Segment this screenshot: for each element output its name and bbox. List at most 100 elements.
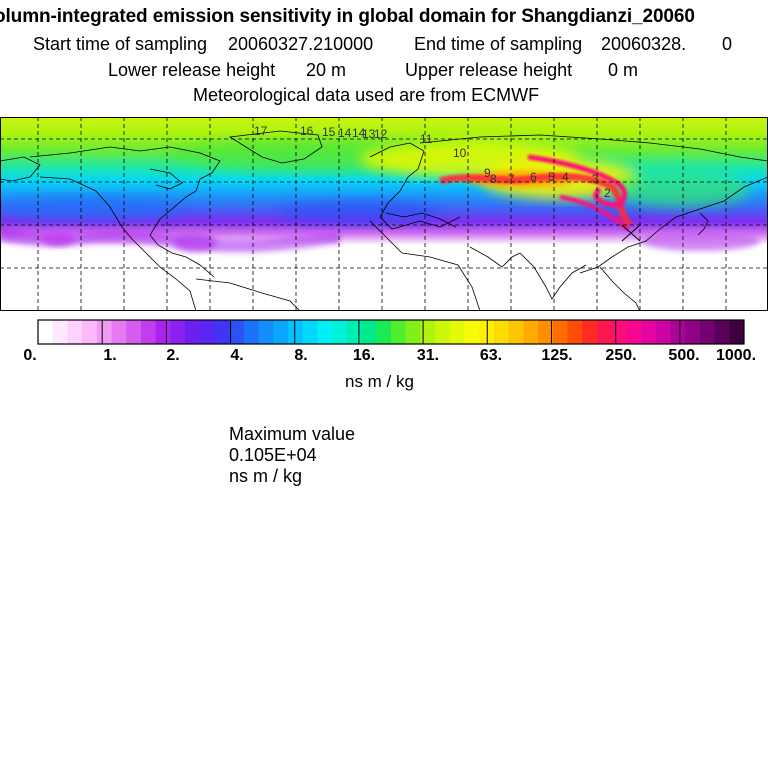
colorbar-cell	[567, 320, 583, 344]
receptor-marker	[621, 224, 641, 242]
colorbar-ticks: 0. 1. 2. 4. 8. 16. 31. 63. 125. 250. 500…	[23, 347, 756, 364]
vortex-atlantic	[173, 234, 217, 252]
max-value-unit: ns m / kg	[229, 466, 303, 486]
colorbar-tick: 125.	[541, 347, 572, 364]
colorbar-cell	[67, 320, 83, 344]
colorbar-cell	[126, 320, 142, 344]
colorbar-cell	[229, 320, 245, 344]
coast-america-west	[39, 176, 197, 311]
colorbar-tick: 500.	[668, 347, 699, 364]
contour-label: 9	[484, 166, 491, 180]
colorbar-cell	[464, 320, 480, 344]
colorbar-tick: 8.	[294, 347, 307, 364]
lower-height-label: Lower release height	[108, 60, 276, 80]
coast-indochina	[599, 266, 641, 311]
colorbar-tick: 4.	[230, 347, 243, 364]
upper-height-label: Upper release height	[405, 60, 573, 80]
upper-height-value: 0 m	[608, 60, 639, 80]
start-time-label: Start time of sampling	[33, 34, 208, 54]
colorbar-cell	[699, 320, 715, 344]
colorbar-cell	[258, 320, 274, 344]
colorbar-tick: 63.	[480, 347, 502, 364]
trajectory-labels: 17 16 15 14 14 13 12 11 10 9 8 7 6 5 4 3…	[254, 124, 641, 242]
contour-label: 10	[453, 146, 467, 160]
colorbar-cell	[82, 320, 98, 344]
contour-label: 6	[530, 170, 537, 184]
colorbar-cell	[273, 320, 289, 344]
coast-europe	[369, 142, 461, 230]
colorbar-cell	[346, 320, 362, 344]
coastlines	[0, 130, 768, 311]
sensitivity-field	[0, 139, 760, 253]
contour-label: 5	[548, 170, 555, 184]
colorbar-cell	[714, 320, 730, 344]
colorbar-cell	[626, 320, 642, 344]
colorbar-cell	[302, 320, 318, 344]
colorbar-cell	[655, 320, 671, 344]
purple-tail-asia	[640, 231, 760, 251]
contour-label: 7	[508, 172, 515, 186]
colorbar-cell	[729, 320, 745, 344]
colorbar-cell	[317, 320, 333, 344]
colorbar-cell	[96, 320, 112, 344]
colorbar-cell	[685, 320, 701, 344]
coast-alaska	[0, 156, 41, 182]
colorbar-tick: 1.	[103, 347, 116, 364]
max-value-label: Maximum value	[229, 424, 356, 444]
colorbar-cells	[38, 320, 745, 344]
colorbar-cell	[38, 320, 54, 344]
colorbar-cell	[170, 320, 186, 344]
colorbar-cell	[611, 320, 627, 344]
coast-asia-east	[579, 176, 768, 274]
colorbar-cell	[523, 320, 539, 344]
coast-asia-north	[419, 134, 768, 162]
colorbar-cell	[552, 320, 568, 344]
contour-label: 17	[254, 124, 268, 138]
colorbar-cell	[288, 320, 304, 344]
colorbar-tick: 1000.	[716, 347, 756, 364]
colorbar-cell	[596, 320, 613, 344]
coast-japan	[697, 212, 709, 236]
max-value-number: 0.105E+04	[229, 445, 317, 465]
coast-north-america	[29, 146, 221, 278]
colorbar-cell	[52, 320, 68, 344]
colorbar-unit: ns m / kg	[345, 372, 414, 391]
plume-magenta-core	[559, 195, 630, 231]
colorbar-cell	[140, 320, 157, 344]
colorbar-tick: 16.	[353, 347, 375, 364]
colorbar-tick: 31.	[417, 347, 439, 364]
maximum-value-line: Maximum value 0.105E+04 ns m / kg	[219, 403, 355, 487]
colorbar-cell	[214, 320, 230, 344]
colorbar-cell	[405, 320, 421, 344]
colorbar-cell	[435, 320, 451, 344]
contour-label: 2	[604, 186, 611, 200]
colorbar-cell	[391, 320, 407, 344]
colorbar-cell	[199, 320, 215, 344]
coast-south-america	[195, 278, 301, 311]
colorbar-cell	[420, 320, 436, 344]
colorbar-cell	[449, 320, 465, 344]
colorbar-tick: 250.	[605, 347, 636, 364]
colorbar-cell	[582, 320, 598, 344]
contour-label: 4	[562, 170, 569, 184]
colorbar-cell	[538, 320, 554, 344]
met-data-line: Meteorological data used are from ECMWF	[0, 85, 768, 127]
colorbar-cell	[376, 320, 392, 344]
contour-label: 8	[490, 172, 497, 186]
coast-africa	[369, 220, 481, 311]
contour-label: 3	[592, 172, 599, 186]
met-data-text: Meteorological data used are from ECMWF	[193, 85, 540, 105]
contour-label: 15	[322, 125, 336, 139]
blue-band-europe	[280, 201, 440, 225]
colorbar-frame	[37, 319, 745, 345]
colorbar-tick: 0.	[23, 347, 36, 364]
emission-sensitivity-map: 17 16 15 14 14 13 12 11 10 9 8 7 6 5 4 3…	[0, 117, 768, 311]
contour-label: 14	[352, 126, 366, 140]
coast-greenland	[228, 130, 323, 164]
contour-label: 11	[420, 132, 433, 146]
lower-height-value: 20 m	[306, 60, 347, 80]
contour-label: 16	[300, 124, 314, 138]
colorbar-cell	[111, 320, 127, 344]
colorbar-cell	[361, 320, 377, 344]
colorbar-tick: 2.	[166, 347, 179, 364]
